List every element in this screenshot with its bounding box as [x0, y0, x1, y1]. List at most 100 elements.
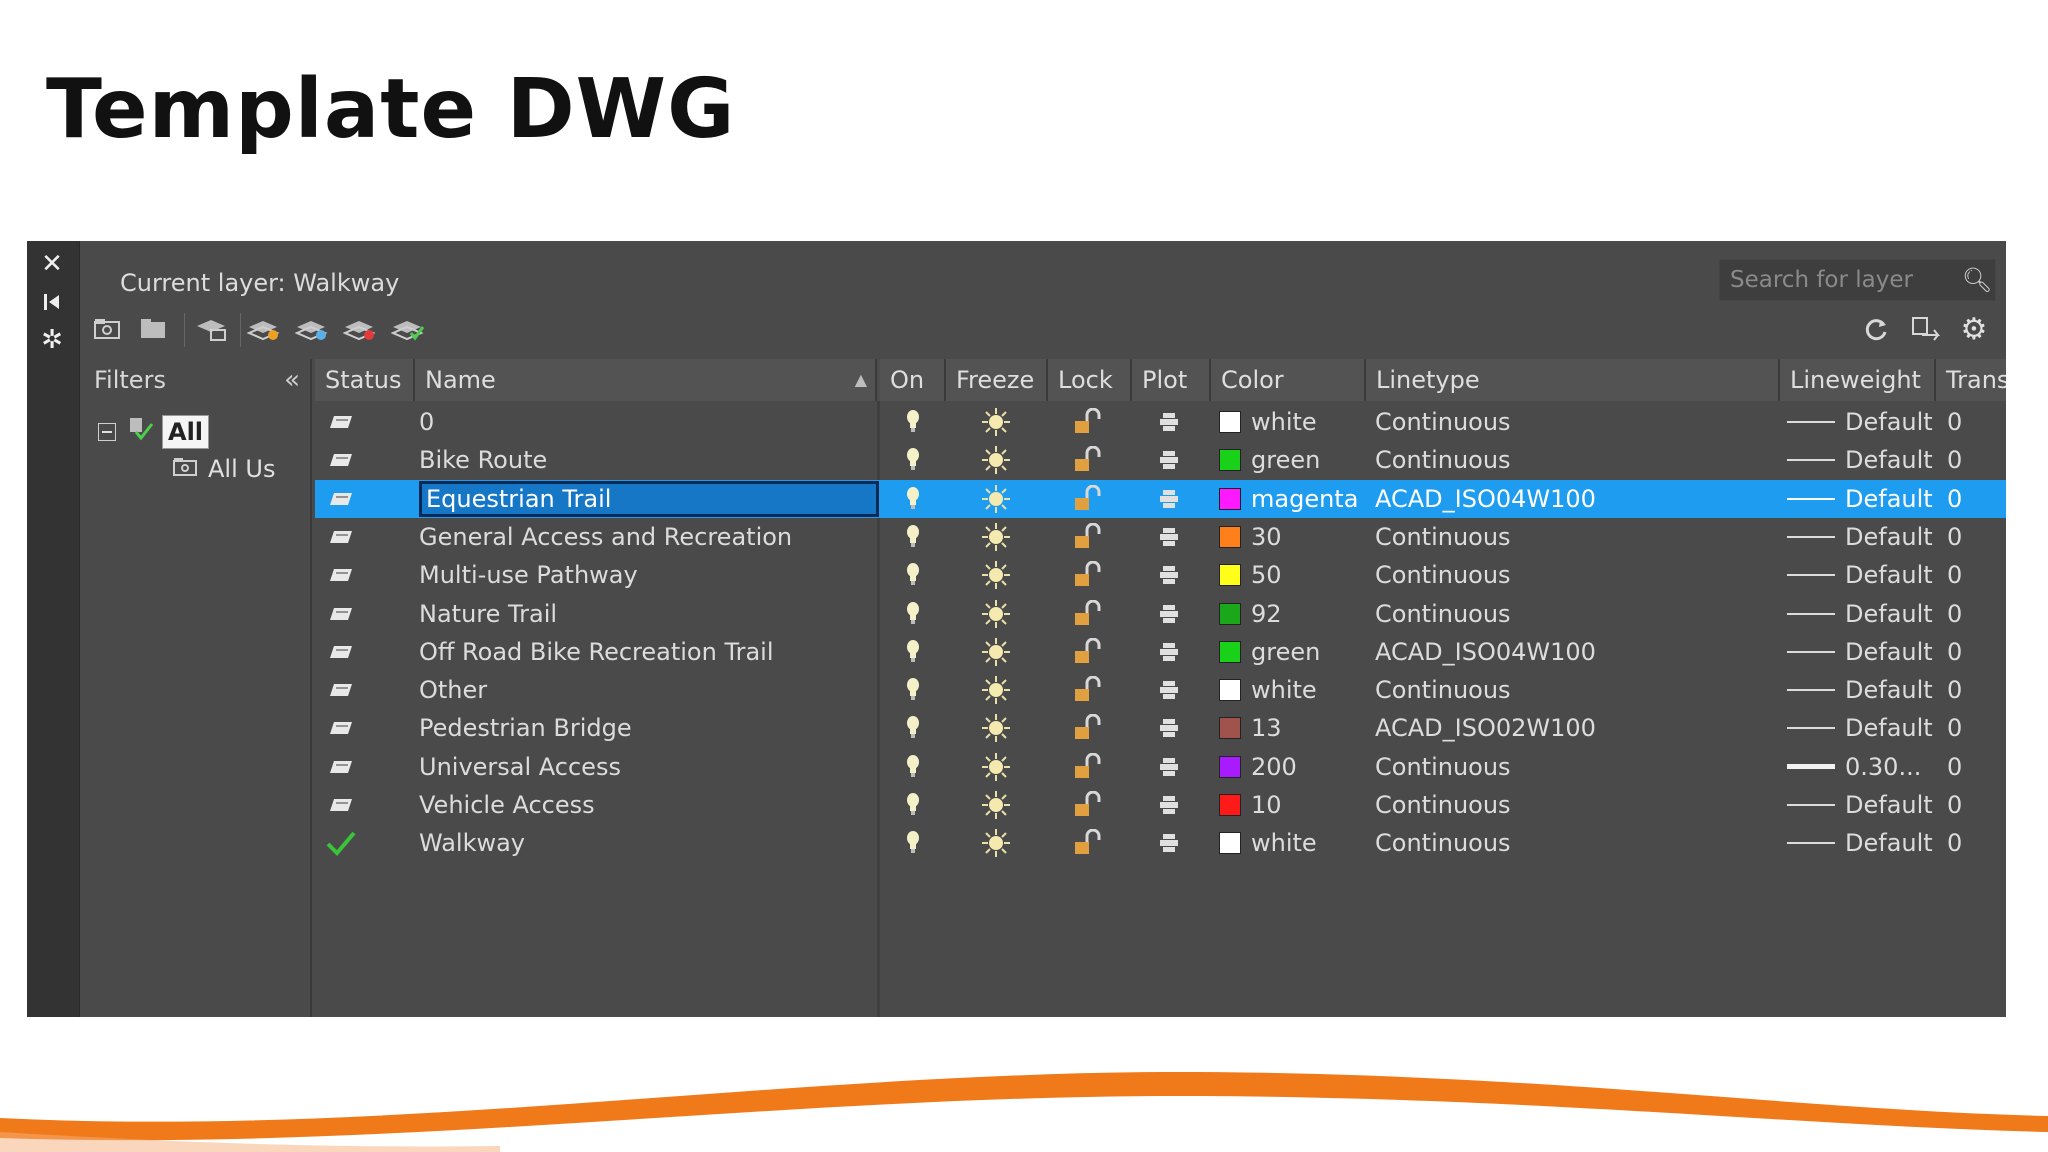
delete-layer-icon[interactable] — [342, 311, 378, 347]
layer-row[interactable]: Bike Route green Continuous Default 0 — [315, 441, 2006, 479]
light-bulb-icon[interactable] — [900, 480, 926, 518]
layer-lineweight[interactable]: Default — [1787, 480, 1933, 518]
new-layer-icon[interactable] — [246, 311, 282, 347]
layer-status-icon[interactable] — [321, 709, 361, 747]
layer-row[interactable]: Other white Continuous Default 0 — [315, 671, 2006, 709]
layer-color[interactable]: 30 — [1219, 518, 1282, 556]
layer-linetype[interactable]: Continuous — [1375, 561, 1511, 590]
layer-linetype[interactable]: Continuous — [1375, 752, 1511, 781]
layer-linetype[interactable]: Continuous — [1375, 791, 1511, 819]
unlock-icon[interactable] — [1073, 518, 1103, 556]
layer-color[interactable]: 10 — [1219, 786, 1282, 824]
sun-icon[interactable] — [981, 403, 1011, 441]
layer-lineweight[interactable]: 0.30... — [1787, 748, 1921, 786]
layer-name[interactable]: Walkway — [419, 829, 526, 858]
layer-name[interactable]: Pedestrian Bridge — [419, 714, 632, 743]
sun-icon[interactable] — [981, 556, 1011, 594]
column-header-on[interactable]: On — [880, 359, 946, 401]
printer-icon[interactable] — [1157, 709, 1181, 747]
unlock-icon[interactable] — [1073, 786, 1103, 824]
sun-icon[interactable] — [981, 441, 1011, 479]
layer-lineweight[interactable]: Default — [1787, 403, 1933, 441]
refresh-icon[interactable] — [1858, 311, 1894, 347]
set-current-icon[interactable] — [390, 311, 426, 347]
layer-transparency[interactable]: 0 — [1947, 752, 1963, 781]
layer-name[interactable]: Universal Access — [419, 752, 621, 781]
search-icon[interactable]: 🔍︎ — [1961, 266, 1993, 294]
layer-lineweight[interactable]: Default — [1787, 441, 1933, 479]
layer-transparency[interactable]: 0 — [1947, 676, 1963, 705]
layer-status-icon[interactable] — [321, 671, 361, 709]
new-group-filter-icon[interactable] — [136, 311, 172, 347]
unlock-icon[interactable] — [1073, 480, 1103, 518]
layer-lineweight[interactable]: Default — [1787, 786, 1933, 824]
layer-color[interactable]: 13 — [1219, 709, 1282, 747]
layer-linetype[interactable]: Continuous — [1375, 408, 1511, 436]
collapse-toggle-icon[interactable] — [98, 423, 116, 441]
unlock-icon[interactable] — [1073, 709, 1103, 747]
printer-icon[interactable] — [1157, 748, 1181, 786]
layer-lineweight[interactable]: Default — [1787, 633, 1933, 671]
layer-status-icon[interactable] — [321, 786, 361, 824]
layer-row[interactable]: Universal Access 200 Continuous 0.30... 0 — [315, 748, 2006, 786]
printer-icon[interactable] — [1157, 518, 1181, 556]
new-layer-vp-frozen-icon[interactable] — [294, 311, 330, 347]
sun-icon[interactable] — [981, 671, 1011, 709]
light-bulb-icon[interactable] — [900, 824, 926, 862]
unlock-icon[interactable] — [1073, 556, 1103, 594]
search-input[interactable] — [1720, 266, 1959, 294]
layer-row[interactable]: Nature Trail 92 Continuous Default 0 — [315, 595, 2006, 633]
gear-icon[interactable]: ⚙ — [1960, 311, 1988, 347]
light-bulb-icon[interactable] — [900, 748, 926, 786]
sun-icon[interactable] — [981, 709, 1011, 747]
layer-lineweight[interactable]: Default — [1787, 709, 1933, 747]
printer-icon[interactable] — [1157, 480, 1181, 518]
printer-icon[interactable] — [1157, 595, 1181, 633]
layer-lineweight[interactable]: Default — [1787, 824, 1933, 862]
layer-name[interactable]: Multi-use Pathway — [419, 561, 638, 590]
column-header-freeze[interactable]: Freeze — [946, 359, 1048, 401]
layer-name[interactable]: Vehicle Access — [419, 791, 595, 819]
printer-icon[interactable] — [1157, 824, 1181, 862]
filter-tree-item-all[interactable]: All — [98, 415, 210, 449]
layer-status-icon[interactable] — [321, 441, 361, 479]
layer-linetype[interactable]: Continuous — [1375, 522, 1511, 551]
layer-status-icon[interactable] — [321, 595, 361, 633]
printer-icon[interactable] — [1157, 441, 1181, 479]
layer-row[interactable]: Multi-use Pathway 50 Continuous Default 0 — [315, 556, 2006, 594]
layer-transparency[interactable]: 0 — [1947, 714, 1963, 743]
printer-icon[interactable] — [1157, 786, 1181, 824]
layer-lineweight[interactable]: Default — [1787, 518, 1933, 556]
current-layer-check-icon[interactable] — [321, 824, 361, 862]
sun-icon[interactable] — [981, 518, 1011, 556]
column-header-linetype[interactable]: Linetype — [1366, 359, 1780, 401]
light-bulb-icon[interactable] — [900, 518, 926, 556]
light-bulb-icon[interactable] — [900, 556, 926, 594]
filter-tree-item-all-used[interactable]: All Us — [172, 455, 275, 483]
layer-status-icon[interactable] — [321, 556, 361, 594]
layer-status-icon[interactable] — [321, 518, 361, 556]
layer-status-icon[interactable] — [321, 748, 361, 786]
layer-linetype[interactable]: Continuous — [1375, 599, 1511, 628]
layer-row[interactable]: Pedestrian Bridge 13 ACAD_ISO02W100 Default… — [315, 709, 2006, 747]
layer-status-icon[interactable] — [321, 633, 361, 671]
layer-linetype[interactable]: Continuous — [1375, 829, 1511, 858]
layer-name[interactable]: Off Road Bike Recreation Trail — [419, 637, 774, 666]
layer-transparency[interactable]: 0 — [1947, 522, 1963, 551]
layer-color[interactable]: 200 — [1219, 748, 1297, 786]
layer-transparency[interactable]: 0 — [1947, 446, 1963, 475]
layer-name[interactable]: Other — [419, 676, 488, 705]
filter-all-used-label[interactable]: All Us — [208, 455, 276, 483]
layer-row[interactable]: Walkway white Continuous Default 0 — [315, 824, 2006, 862]
layer-name[interactable]: General Access and Recreation — [419, 522, 793, 551]
column-header-status[interactable]: Status — [315, 359, 415, 401]
layer-name[interactable]: 0 — [419, 408, 435, 436]
layer-row[interactable]: Vehicle Access 10 Continuous Default 0 — [315, 786, 2006, 824]
layer-states-manager-icon[interactable] — [194, 311, 230, 347]
printer-icon[interactable] — [1157, 633, 1181, 671]
column-header-plot[interactable]: Plot — [1132, 359, 1211, 401]
layer-name[interactable]: Bike Route — [419, 446, 548, 475]
light-bulb-icon[interactable] — [900, 671, 926, 709]
layer-transparency[interactable]: 0 — [1947, 561, 1963, 590]
layer-linetype[interactable]: ACAD_ISO04W100 — [1375, 484, 1596, 513]
